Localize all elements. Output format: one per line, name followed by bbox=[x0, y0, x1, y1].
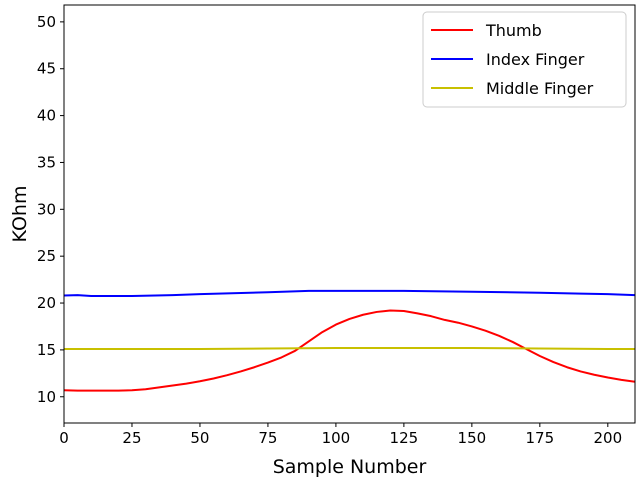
y-tick-label: 10 bbox=[37, 388, 56, 406]
x-tick-label: 50 bbox=[190, 429, 209, 447]
x-tick-label: 100 bbox=[322, 429, 351, 447]
y-tick-label: 30 bbox=[37, 200, 56, 218]
x-axis-ticks: 0 25 50 75 100 125 150 175 200 bbox=[59, 423, 622, 447]
x-tick-label: 75 bbox=[258, 429, 277, 447]
x-tick-label: 125 bbox=[390, 429, 419, 447]
x-tick-label: 25 bbox=[122, 429, 141, 447]
legend-label: Middle Finger bbox=[486, 79, 594, 98]
series-line-1 bbox=[63, 289, 636, 298]
y-tick-label: 15 bbox=[37, 341, 56, 359]
y-tick-label: 35 bbox=[37, 153, 56, 171]
x-tick-label: 200 bbox=[593, 429, 622, 447]
y-tick-label: 20 bbox=[37, 294, 56, 312]
y-axis-ticks: 10 15 20 25 30 35 40 45 50 bbox=[37, 13, 64, 406]
y-axis-label: KOhm bbox=[9, 186, 31, 243]
y-tick-label: 25 bbox=[37, 247, 56, 265]
x-tick-label: 175 bbox=[526, 429, 555, 447]
y-tick-label: 50 bbox=[37, 13, 56, 31]
x-tick-label: 150 bbox=[458, 429, 487, 447]
series-line-2 bbox=[64, 347, 635, 350]
legend-box bbox=[422, 11, 627, 108]
plot-lines bbox=[63, 289, 636, 392]
plot-frame bbox=[63, 4, 636, 424]
legend-label: Index Finger bbox=[486, 50, 585, 69]
y-tick-label: 45 bbox=[37, 60, 56, 78]
legend-label: Thumb bbox=[485, 21, 542, 40]
x-axis-label: Sample Number bbox=[273, 456, 427, 478]
x-tick-label: 0 bbox=[59, 429, 69, 447]
y-tick-label: 40 bbox=[37, 107, 56, 125]
legend: Thumb Index Finger Middle Finger bbox=[422, 11, 627, 108]
series-line-0 bbox=[63, 309, 636, 392]
